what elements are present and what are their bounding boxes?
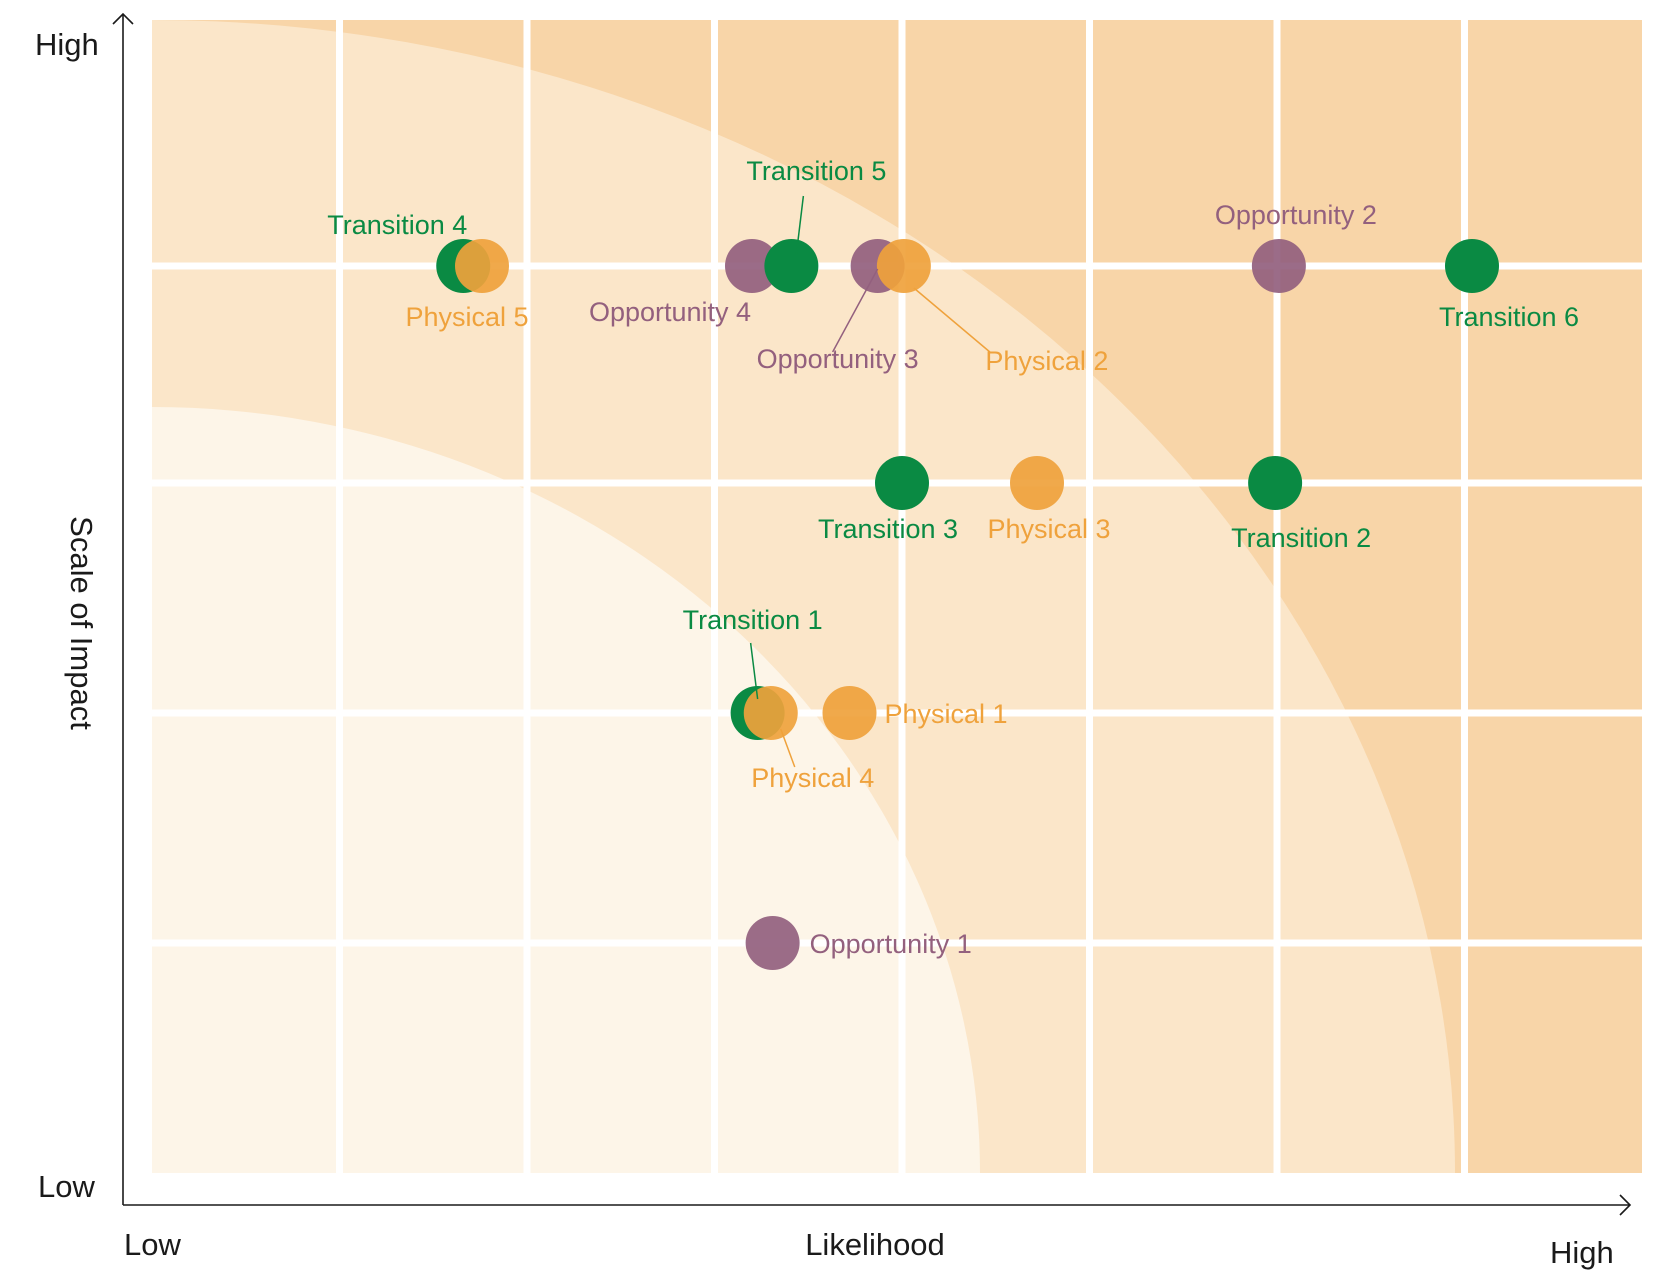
label-opportunity-2: Opportunity 2 [1215,200,1377,230]
label-transition-2: Transition 2 [1231,523,1371,553]
leader-line-opportunity-3 [831,268,879,353]
point-transition-2 [1248,456,1303,510]
gridlines [152,20,1642,1173]
point-transition-5 [764,239,819,293]
y-high-label: High [35,27,99,62]
leader-line-physical-4 [780,728,796,768]
label-transition-4: Transition 4 [327,210,467,240]
x-low-label: Low [124,1227,181,1262]
leader-line-physical-2 [913,287,991,353]
label-opportunity-3: Opportunity 3 [757,344,919,374]
point-opportunity-1 [745,916,800,970]
label-physical-3: Physical 3 [987,514,1110,544]
label-physical-4: Physical 4 [751,763,874,793]
label-opportunity-1: Opportunity 1 [810,929,972,959]
point-physical-5 [455,239,509,293]
data-points [436,239,1499,970]
x-high-label: High [1550,1235,1614,1270]
point-physical-2 [876,239,931,293]
label-opportunity-4: Opportunity 4 [589,297,751,327]
point-labels: Transition 4 Physical 5 Opportunity 4 Trans… [327,156,1579,959]
y-axis-title: Scale of Impact [64,516,99,730]
label-physical-2: Physical 2 [985,346,1108,376]
label-physical-5: Physical 5 [405,302,528,332]
x-axis-title: Likelihood [805,1227,945,1262]
label-transition-6: Transition 6 [1439,302,1579,332]
label-transition-3: Transition 3 [818,514,958,544]
point-transition-6 [1445,239,1499,293]
point-opportunity-4 [725,239,779,293]
point-physical-1 [822,686,877,740]
label-physical-1: Physical 1 [885,699,1008,729]
point-physical-3 [1010,456,1064,510]
leader-line-transition-1 [749,642,759,700]
label-transition-5: Transition 5 [746,156,886,186]
risk-zones [152,20,1642,1173]
leader-line-transition-5 [795,195,805,255]
point-transition-3 [875,456,929,510]
label-transition-1: Transition 1 [683,605,823,635]
low-risk-zone [152,407,980,1173]
point-physical-4 [743,686,798,740]
point-opportunity-2 [1251,239,1306,293]
y-low-label: Low [38,1169,95,1204]
